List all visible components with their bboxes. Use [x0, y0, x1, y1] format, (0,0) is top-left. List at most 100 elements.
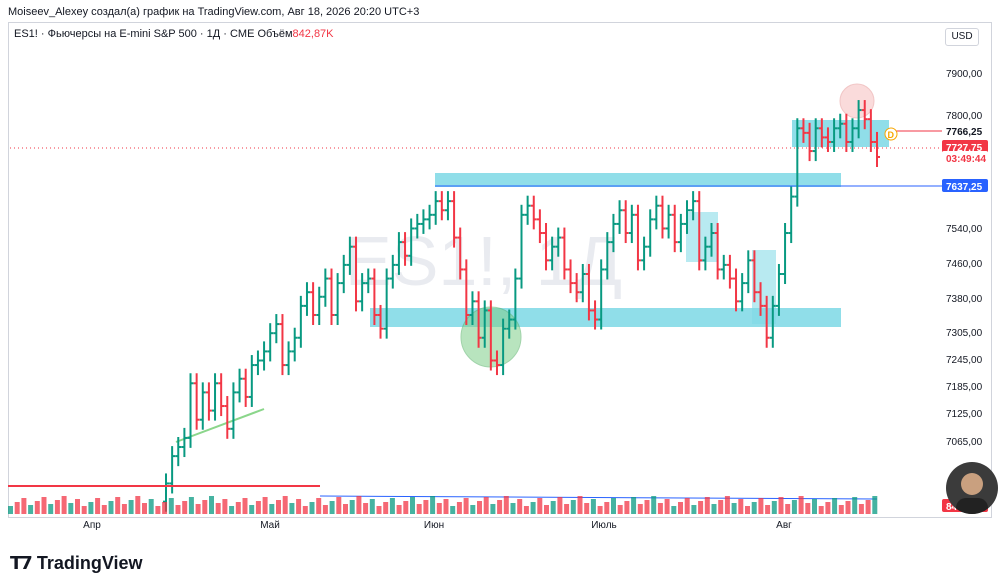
ohlc-bar	[224, 396, 231, 439]
ohlc-bar	[438, 191, 445, 221]
volume-bar	[617, 505, 623, 514]
ohlc-bar	[585, 263, 592, 321]
ohlc-bar	[598, 259, 605, 330]
volume-bar	[832, 498, 838, 514]
volume-bar	[128, 500, 134, 514]
tradingview-logo[interactable]: T7 TradingView	[10, 552, 143, 574]
ohlc-bar	[359, 273, 366, 312]
volume-bar	[115, 497, 121, 514]
volume-bar	[684, 498, 690, 514]
volume-bar	[825, 502, 831, 514]
volume-bar	[838, 505, 844, 514]
ohlc-bar	[659, 195, 666, 239]
ohlc-bar	[254, 350, 261, 376]
volume-bar	[604, 502, 610, 514]
ohlc-bar	[451, 191, 458, 248]
ohlc-bar	[432, 191, 439, 225]
ohlc-bar	[334, 273, 341, 325]
volume-bar	[771, 501, 777, 514]
author-avatar[interactable]	[946, 462, 998, 514]
volume-bar	[577, 496, 583, 514]
volume-bar	[255, 501, 261, 514]
ohlc-bar	[849, 118, 856, 152]
ohlc-bar	[628, 204, 635, 244]
symbol-description[interactable]: ES1! · Фьючерсы на E-mini S&P 500 · 1Д ·…	[14, 28, 255, 40]
ohlc-bar	[812, 118, 819, 162]
ohlc-bar	[487, 300, 494, 371]
symbol-info: ES1! · Фьючерсы на E-mini S&P 500 · 1Д ·…	[14, 28, 334, 40]
ohlc-bar	[702, 236, 709, 271]
ohlc-bar	[567, 259, 574, 294]
price-axis: 7900,00 7800,00 7540,00 7460,00 7380,00 7305,…	[942, 69, 988, 513]
volume-bar	[537, 498, 543, 514]
ohlc-bar	[181, 427, 188, 458]
volume-bar	[269, 504, 275, 514]
volume-bar	[624, 501, 630, 514]
price-tick: 7900,00	[946, 69, 983, 80]
ohlc-bar	[230, 382, 237, 439]
ohlc-bar	[861, 100, 868, 130]
volume-bar	[765, 505, 771, 514]
svg-text:84: 84	[946, 502, 958, 513]
volume-bar	[731, 503, 737, 514]
ohlc-bar	[408, 218, 415, 266]
ohlc-bar	[800, 118, 807, 143]
ohlc-bar	[573, 273, 580, 303]
price-label: 7727,75	[942, 140, 988, 154]
ohlc-bar	[641, 236, 648, 271]
volume-bar	[845, 501, 851, 514]
volume-bar	[704, 497, 710, 514]
price-tick: 7305,00	[946, 328, 983, 339]
support-resistance-zone	[435, 173, 841, 187]
price-tick: 7540,00	[946, 224, 983, 235]
price-label: 7766,25	[942, 124, 988, 138]
ohlc-bar	[377, 304, 384, 339]
volume-bar	[383, 502, 389, 514]
volume-bar	[564, 504, 570, 514]
volume-bar	[456, 502, 462, 514]
tv-logo-text: TradingView	[36, 552, 143, 573]
ohlc-bar	[653, 195, 660, 230]
volume-bar	[483, 497, 489, 514]
ohlc-bar	[481, 300, 488, 348]
volume-bar	[75, 499, 80, 514]
svg-text:03:49:44: 03:49:44	[946, 154, 986, 165]
ohlc-bar	[782, 223, 789, 285]
volume-bar	[363, 503, 369, 514]
volume-bar	[611, 498, 616, 514]
ohlc-bar	[426, 204, 433, 230]
price-tick: 7185,00	[946, 382, 983, 393]
volume-bar	[470, 505, 476, 514]
volume-bar	[510, 503, 516, 514]
price-label: 7637,25	[942, 179, 988, 193]
volume-bar	[523, 506, 529, 514]
ohlc-bar	[291, 327, 298, 362]
ohlc-bar	[353, 236, 360, 312]
price-tick: 7125,00	[946, 409, 983, 420]
marker-d-label: D	[888, 130, 895, 140]
ohlc-bar	[733, 268, 740, 312]
volume-bar	[229, 506, 235, 514]
ohlc-bar	[365, 268, 372, 294]
volume-bar	[664, 499, 670, 514]
volume-bar	[343, 504, 348, 514]
volume-bar	[637, 504, 643, 514]
volume-bar	[329, 501, 335, 514]
ohlc-bar	[279, 314, 286, 376]
ohlc-bar	[739, 273, 746, 312]
time-tick: Июль	[591, 520, 617, 531]
volume-bar	[678, 502, 683, 514]
currency-button[interactable]: USD	[945, 28, 979, 46]
ohlc-bar	[493, 350, 500, 376]
ohlc-bar	[212, 373, 219, 421]
price-tick: 7245,00	[946, 355, 983, 366]
volume-bar	[490, 504, 496, 514]
ohlc-bar	[518, 204, 525, 289]
volume-bar	[316, 498, 322, 514]
ohlc-bar	[524, 195, 531, 225]
ohlc-bar	[843, 113, 850, 152]
volume-bar	[222, 499, 228, 514]
volume-bar	[584, 503, 590, 514]
volume-bar	[410, 497, 415, 514]
